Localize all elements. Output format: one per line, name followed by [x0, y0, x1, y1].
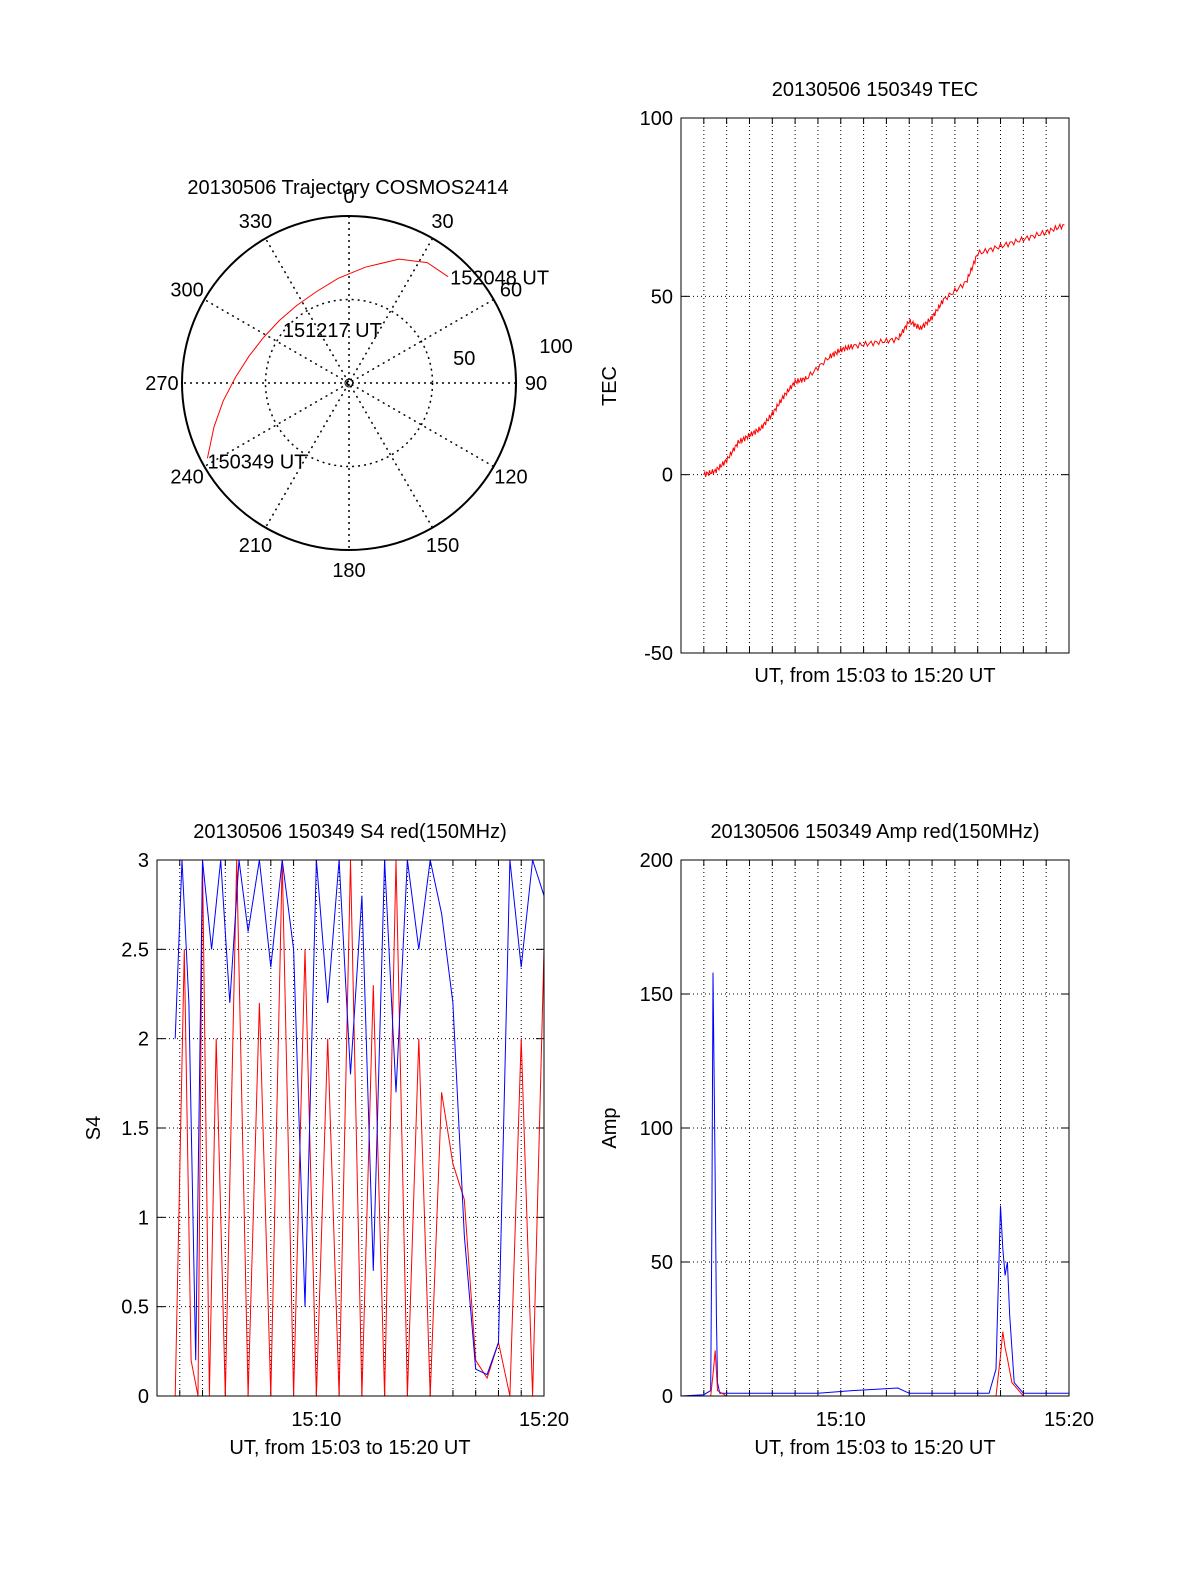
s4-y-ticks: 0 0.5 1 1.5 2 2.5 3	[121, 850, 544, 1408]
trajectory-annotation: 152048 UT	[450, 268, 549, 290]
x-tick-label: 15:10	[291, 1409, 341, 1431]
y-tick-label: 0.5	[121, 1297, 149, 1319]
polar-azimuth-label: 120	[494, 467, 527, 489]
trajectory-title: 20130506 Trajectory COSMOS2414	[187, 177, 508, 199]
x-tick-label: 15:10	[816, 1409, 866, 1431]
s4-x-label: UT, from 15:03 to 15:20 UT	[229, 1437, 470, 1459]
s4-x-ticks: 15:10 15:20	[291, 1409, 569, 1431]
polar-grid	[181, 215, 517, 551]
polar-azimuth-label: 240	[170, 467, 203, 489]
polar-azimuth-label: 60	[500, 279, 522, 301]
s4-grid	[157, 860, 544, 1396]
y-tick-label: -50	[644, 643, 673, 665]
s4-plot-frame	[156, 859, 545, 1397]
trajectory-polar-chart: 20130506 Trajectory COSMOS2414 0 30 60 90 12…	[145, 177, 572, 582]
y-tick-label: 0	[138, 1386, 149, 1408]
polar-azimuth-label: 90	[525, 373, 547, 395]
polar-spoke	[264, 237, 434, 529]
x-tick-label: 15:20	[519, 1409, 569, 1431]
amp-y-label: Amp	[599, 1107, 621, 1148]
polar-azimuth-label: 300	[170, 279, 203, 301]
trajectory-line	[206, 258, 449, 459]
y-tick-label: 100	[640, 108, 673, 130]
s4-title: 20130506 150349 S4 red(150MHz)	[193, 821, 507, 843]
tec-grid	[681, 118, 1069, 653]
amp-plot-frame	[680, 859, 1070, 1397]
amp-x-ticks: 15:10 15:20	[816, 1409, 1094, 1431]
tec-chart: 20130506 150349 TEC -50 0 50 100 UT, from 1…	[599, 79, 1070, 687]
x-tick-label: 15:20	[1044, 1409, 1094, 1431]
s4-y-label: S4	[83, 1116, 105, 1140]
polar-azimuth-label: 0	[343, 186, 354, 208]
tec-plot-frame	[680, 117, 1070, 654]
polar-azimuth-label: 180	[332, 560, 365, 582]
amp-x-label: UT, from 15:03 to 15:20 UT	[754, 1437, 995, 1459]
polar-spoke	[264, 237, 434, 529]
amp-title: 20130506 150349 Amp red(150MHz)	[710, 821, 1039, 843]
polar-azimuth-label: 270	[145, 373, 178, 395]
polar-azimuth-label: 210	[239, 535, 272, 557]
s4-red-series-line	[174, 859, 545, 1397]
trajectory-annotations: 152048 UT 151217 UT 150349 UT	[207, 268, 549, 474]
trajectory-annotation: 151217 UT	[283, 320, 382, 342]
tec-x-label: UT, from 15:03 to 15:20 UT	[754, 665, 995, 687]
trajectory-annotation: 150349 UT	[207, 451, 306, 473]
y-tick-label: 150	[640, 984, 673, 1006]
amp-red-series-line	[681, 1331, 1069, 1397]
polar-inner-ring	[264, 298, 434, 468]
y-tick-label: 200	[640, 850, 673, 872]
polar-azimuth-labels: 0 30 60 90 120 150 180 210 240 270 300 330	[145, 186, 547, 582]
y-tick-label: 3	[138, 850, 149, 872]
y-tick-label: 1.5	[121, 1118, 149, 1140]
polar-radial-labels: 50 100	[453, 336, 573, 370]
s4-blue-series-line	[174, 859, 545, 1376]
tec-y-label: TEC	[599, 366, 621, 406]
polar-spoke	[203, 298, 495, 468]
y-tick-label: 50	[651, 286, 673, 308]
amp-blue-series-line	[680, 972, 1069, 1397]
y-tick-label: 2.5	[121, 939, 149, 961]
y-tick-label: 1	[138, 1207, 149, 1229]
polar-radial-label: 50	[453, 348, 475, 370]
polar-azimuth-label: 150	[426, 535, 459, 557]
tec-y-ticks: -50 0 50 100	[640, 108, 1069, 665]
y-tick-label: 0	[662, 465, 673, 487]
polar-radial-label: 100	[539, 336, 572, 358]
s4-chart: 20130506 150349 S4 red(150MHz) 0 0.5 1 1.5 2…	[83, 821, 569, 1459]
y-tick-label: 2	[138, 1029, 149, 1051]
y-tick-label: 50	[651, 1252, 673, 1274]
amp-grid	[681, 860, 1069, 1396]
tec-series-line	[703, 222, 1065, 478]
polar-azimuth-label: 30	[431, 211, 453, 233]
amp-chart: 20130506 150349 Amp red(150MHz) 0 50 100 15…	[599, 821, 1094, 1459]
polar-spoke	[203, 298, 495, 468]
polar-azimuth-label: 330	[239, 211, 272, 233]
y-tick-label: 0	[662, 1386, 673, 1408]
tec-title: 20130506 150349 TEC	[772, 79, 978, 101]
y-tick-label: 100	[640, 1118, 673, 1140]
